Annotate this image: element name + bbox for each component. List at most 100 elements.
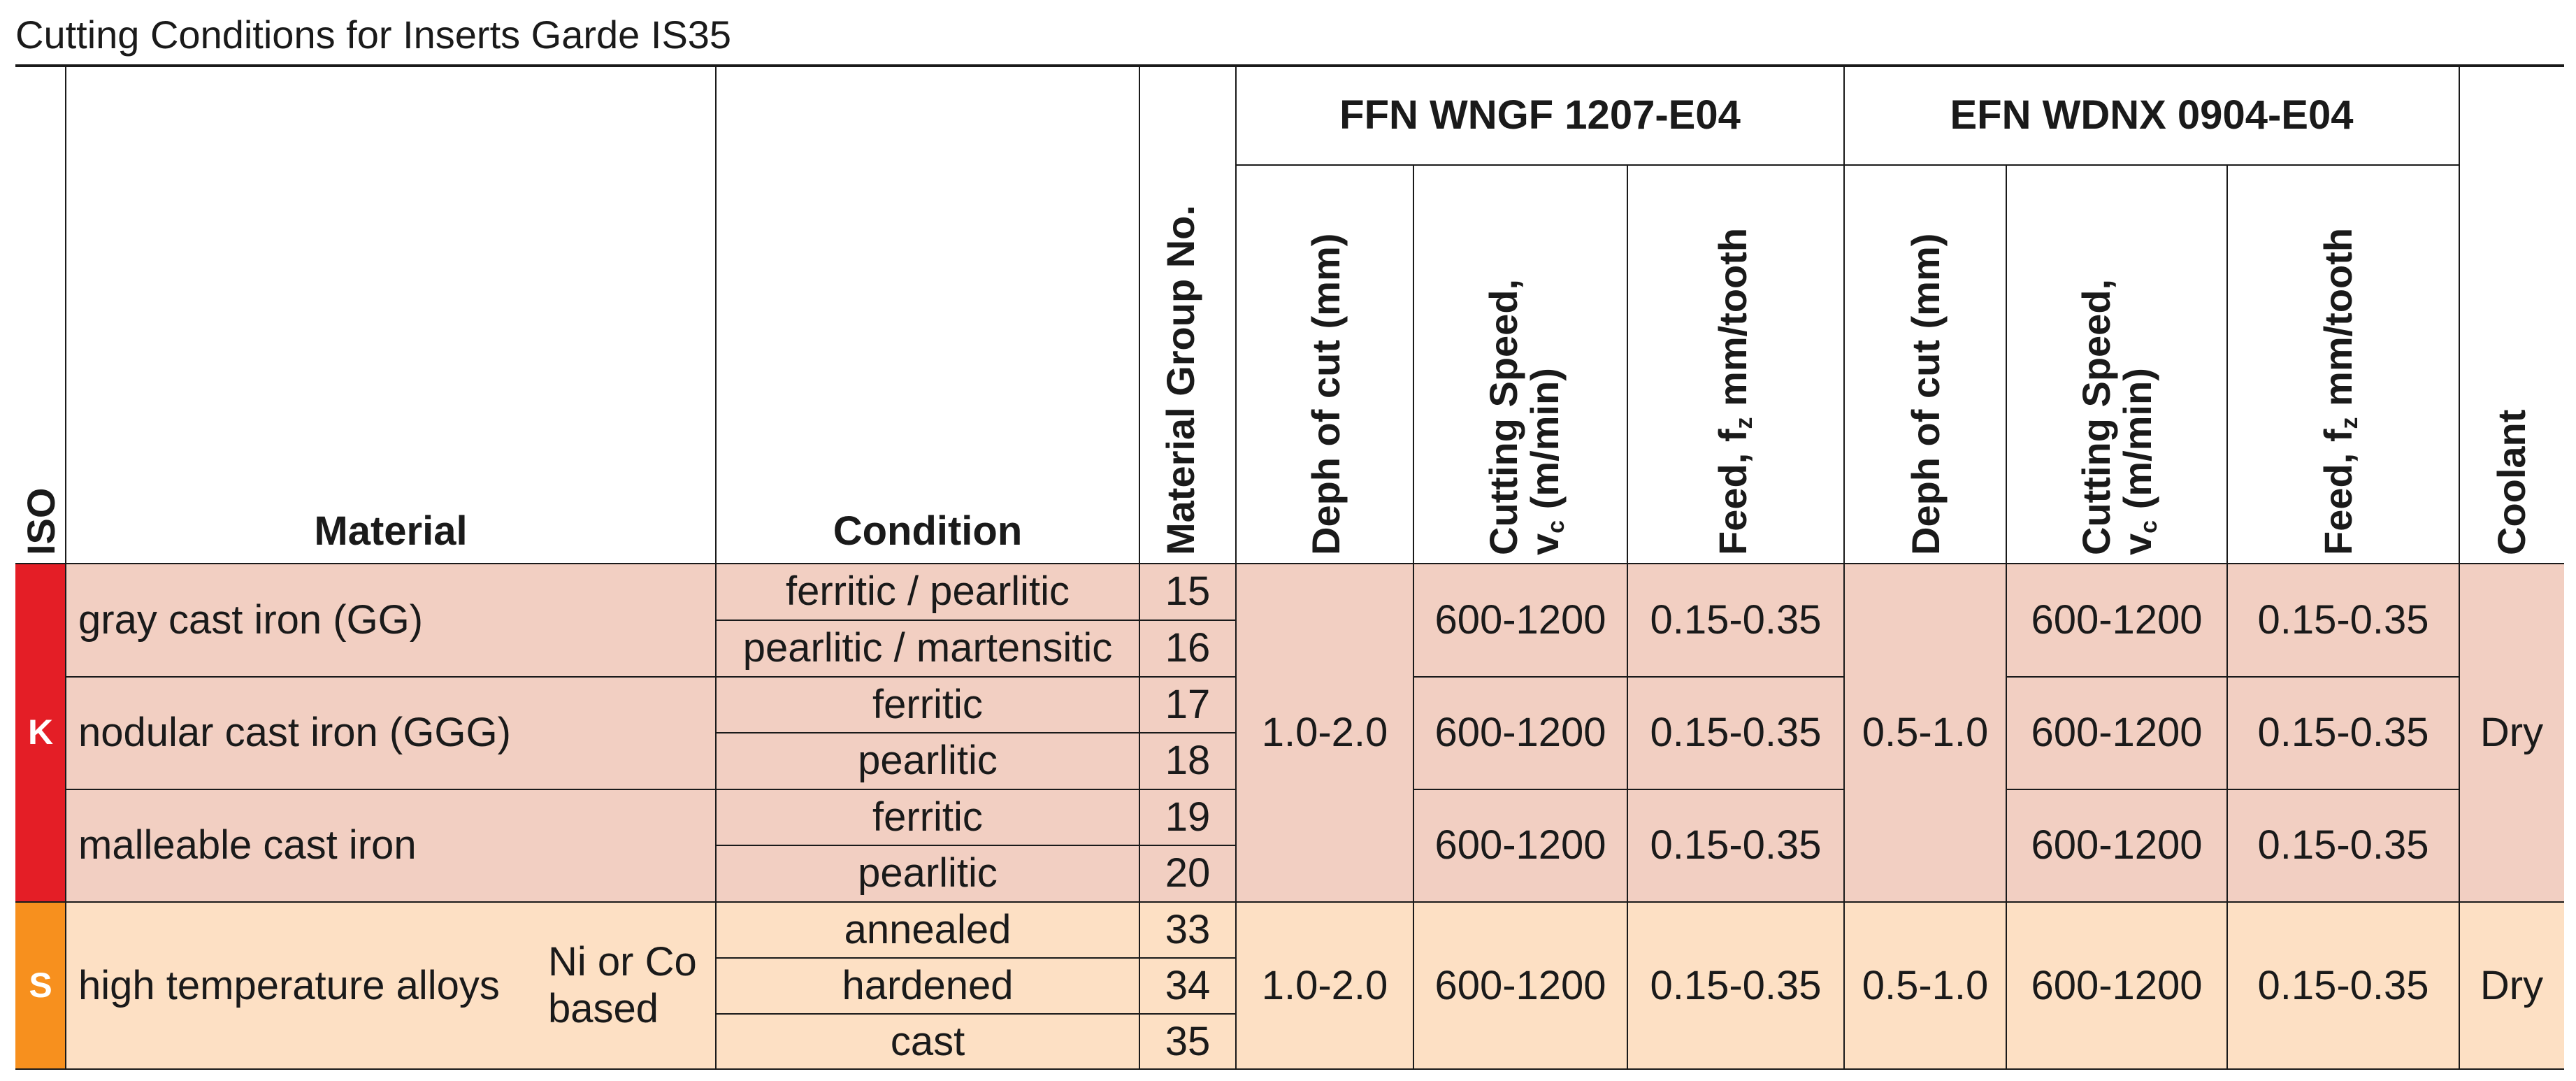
k-row1-rule-a bbox=[66, 676, 1236, 678]
k-condition-row1: ferritic / pearlitic bbox=[785, 568, 1070, 615]
k-speed1-row1: 600-1200 bbox=[1434, 596, 1606, 643]
col-rule-iso bbox=[65, 66, 66, 1070]
s-speed2: 600-1200 bbox=[2031, 962, 2203, 1008]
s-group-34: 34 bbox=[1165, 962, 1211, 1008]
s-feed1: 0.15-0.35 bbox=[1650, 962, 1822, 1008]
k-coolant: Dry bbox=[2480, 709, 2544, 755]
col-rule-feed1 bbox=[1843, 66, 1845, 1070]
section-divider-rule bbox=[15, 901, 2564, 903]
col-rule-depth2 bbox=[2006, 165, 2007, 1070]
group1-header: FFN WNGF 1207-E04 bbox=[1339, 92, 1741, 138]
k-depth2: 0.5-1.0 bbox=[1862, 709, 1989, 755]
k-condition-row6: pearlitic bbox=[858, 850, 998, 896]
s-condition-row1: annealed bbox=[844, 906, 1012, 952]
s-condition-row3: cast bbox=[890, 1018, 965, 1064]
k-row2-sub-rule bbox=[716, 732, 1236, 733]
feed2-header-pre: Feed, f bbox=[2316, 429, 2360, 555]
condition-header: Condition bbox=[833, 508, 1023, 554]
k-row2-rule-b bbox=[1413, 789, 1844, 790]
col-rule-speed2 bbox=[2226, 165, 2228, 1070]
k-condition-row2: pearlitic / martensitic bbox=[742, 625, 1113, 671]
s-row1-sub-rule bbox=[716, 957, 1236, 959]
page-title: Cutting Conditions for Inserts Garde IS3… bbox=[15, 13, 732, 57]
k-group-16: 16 bbox=[1165, 625, 1211, 671]
feed1-header: Feed, fz mm/tooth bbox=[1627, 165, 1844, 564]
depth1-header: Deph of cut (mm) bbox=[1304, 233, 1348, 555]
col-rule-feed2 bbox=[2459, 66, 2460, 1070]
k-group-15: 15 bbox=[1165, 568, 1211, 615]
table-bottom-rule bbox=[15, 1068, 2564, 1070]
k-speed2-row1: 600-1200 bbox=[2031, 596, 2203, 643]
feed2-header-sub: z bbox=[2336, 417, 2363, 429]
k-material-malleable-cast-iron: malleable cast iron bbox=[78, 822, 417, 868]
k-row1-rule-c bbox=[2006, 676, 2459, 678]
k-row2-rule-c bbox=[2006, 789, 2459, 790]
feed1-header-pre: Feed, f bbox=[1711, 429, 1755, 555]
coolant-header: Coolant bbox=[2489, 409, 2533, 555]
iso-header: ISO bbox=[19, 487, 63, 555]
speed2-header-sub: c bbox=[2135, 520, 2162, 534]
speed1-header-line1: Cutting Speed, bbox=[1481, 278, 1525, 555]
speed1-header-unit: (m/min) bbox=[1522, 368, 1567, 520]
k-section-background bbox=[66, 564, 2564, 902]
col-rule-condition bbox=[1139, 66, 1140, 1070]
speed1-header-sub: c bbox=[1542, 520, 1569, 534]
k-speed2-row3: 600-1200 bbox=[2031, 822, 2203, 868]
col-rule-depth1 bbox=[1413, 165, 1414, 1070]
material-group-header: Material Group No. bbox=[1158, 205, 1202, 555]
feed2-header: Feed, fz mm/tooth bbox=[2227, 165, 2459, 564]
header-bottom-rule bbox=[15, 563, 2564, 564]
iso-k-badge: K bbox=[15, 564, 66, 902]
k-row1-rule-b bbox=[1413, 676, 1844, 678]
k-row3-sub-rule bbox=[716, 845, 1236, 846]
col-rule-material bbox=[715, 66, 717, 1070]
s-group-33: 33 bbox=[1165, 906, 1211, 952]
feed1-header-sub: z bbox=[1731, 417, 1757, 429]
k-feed2-row1: 0.15-0.35 bbox=[2257, 596, 2429, 643]
speed2-header-unit: (m/min) bbox=[2115, 368, 2159, 520]
k-group-17: 17 bbox=[1165, 681, 1211, 727]
k-condition-row5: ferritic bbox=[872, 794, 983, 840]
feed1-header-unit: mm/tooth bbox=[1711, 227, 1755, 417]
k-feed2-row3: 0.15-0.35 bbox=[2257, 822, 2429, 868]
s-depth1: 1.0-2.0 bbox=[1261, 962, 1388, 1008]
k-speed2-row2: 600-1200 bbox=[2031, 710, 2203, 756]
k-group-19: 19 bbox=[1165, 794, 1211, 840]
col-rule-speed1 bbox=[1627, 165, 1628, 1070]
feed2-header-unit: mm/tooth bbox=[2316, 227, 2360, 417]
material-header: Material bbox=[314, 508, 468, 554]
k-row2-rule-a bbox=[66, 789, 1236, 790]
group2-header: EFN WDNX 0904-E04 bbox=[1950, 92, 2354, 138]
k-material-nodular-cast-iron: nodular cast iron (GGG) bbox=[78, 710, 511, 756]
k-condition-row3: ferritic bbox=[872, 681, 983, 727]
cutting-conditions-table: K S ISO Material Condition Material Grou… bbox=[15, 64, 2564, 1070]
speed1-header-v: v bbox=[1522, 533, 1567, 555]
k-row1-sub-rule bbox=[716, 620, 1236, 621]
iso-s-badge: S bbox=[15, 902, 66, 1070]
speed2-header-line1: Cutting Speed, bbox=[2074, 278, 2118, 555]
s-row2-sub-rule bbox=[716, 1013, 1236, 1015]
group-header-rule bbox=[1236, 164, 2459, 166]
s-coolant: Dry bbox=[2480, 962, 2544, 1008]
k-feed1-row1: 0.15-0.35 bbox=[1650, 596, 1822, 643]
speed2-header: Cutting Speed, vc (m/min) bbox=[2006, 165, 2227, 564]
k-depth1: 1.0-2.0 bbox=[1261, 709, 1388, 755]
col-rule-group bbox=[1235, 66, 1237, 1070]
k-speed1-row3: 600-1200 bbox=[1434, 822, 1606, 868]
s-material: high temperature alloys bbox=[78, 962, 500, 1008]
k-speed1-row2: 600-1200 bbox=[1434, 710, 1606, 756]
k-material-gray-cast-iron: gray cast iron (GG) bbox=[78, 596, 424, 643]
s-material-note: Ni or Co based bbox=[548, 939, 697, 1031]
k-feed1-row3: 0.15-0.35 bbox=[1650, 822, 1822, 868]
k-feed2-row2: 0.15-0.35 bbox=[2257, 710, 2429, 756]
k-condition-row4: pearlitic bbox=[858, 738, 998, 784]
s-depth2: 0.5-1.0 bbox=[1862, 962, 1989, 1008]
table-top-rule bbox=[15, 64, 2564, 67]
k-group-20: 20 bbox=[1165, 850, 1211, 896]
s-condition-row2: hardened bbox=[842, 962, 1014, 1008]
speed2-header-v: v bbox=[2115, 533, 2159, 555]
s-feed2: 0.15-0.35 bbox=[2257, 962, 2429, 1008]
s-speed1: 600-1200 bbox=[1434, 962, 1606, 1008]
k-feed1-row2: 0.15-0.35 bbox=[1650, 710, 1822, 756]
k-group-18: 18 bbox=[1165, 738, 1211, 784]
